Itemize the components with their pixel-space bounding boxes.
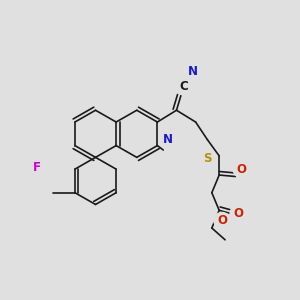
- Circle shape: [159, 131, 176, 148]
- Text: O: O: [233, 207, 243, 220]
- Circle shape: [233, 161, 250, 177]
- Circle shape: [199, 151, 216, 167]
- Text: O: O: [236, 163, 246, 176]
- Circle shape: [176, 78, 192, 95]
- Circle shape: [214, 212, 230, 229]
- Text: N: N: [188, 65, 198, 79]
- Text: O: O: [217, 214, 227, 227]
- Circle shape: [184, 64, 201, 80]
- Circle shape: [230, 205, 247, 221]
- Text: N: N: [163, 133, 173, 146]
- Text: C: C: [179, 80, 188, 93]
- Text: S: S: [203, 152, 212, 165]
- Circle shape: [28, 159, 45, 176]
- Text: F: F: [33, 161, 41, 174]
